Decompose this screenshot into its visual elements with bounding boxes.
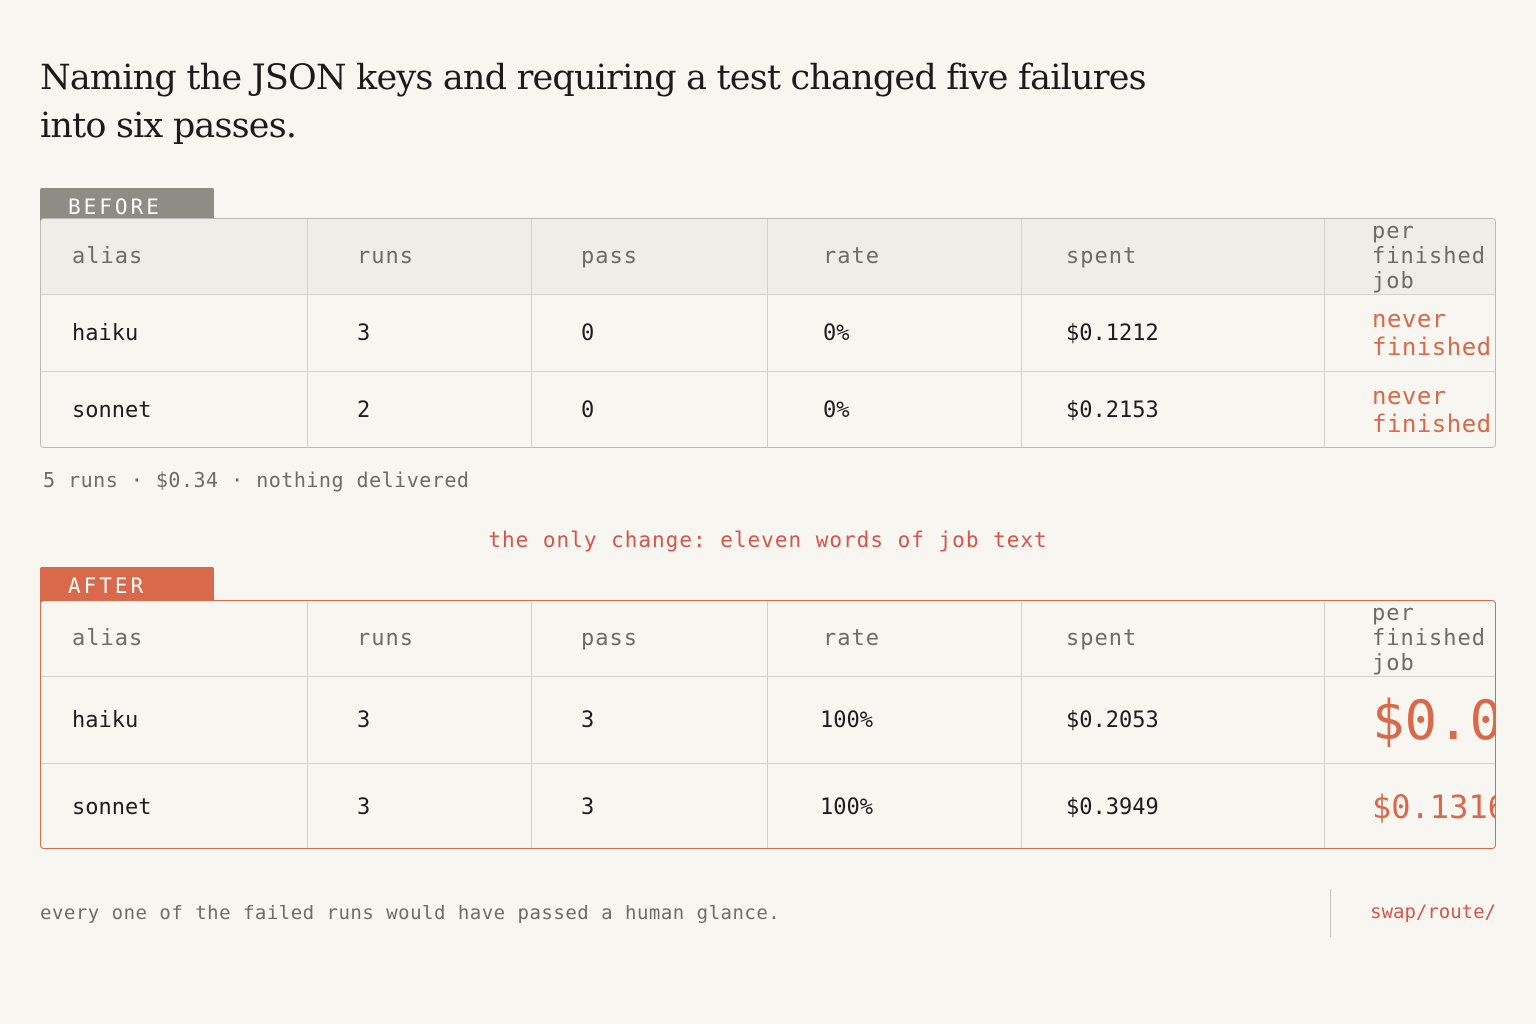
before-header-row: alias runs pass rate spent per finished … xyxy=(41,219,1495,295)
cell-runs: 2 xyxy=(307,371,532,447)
col-header-pass: pass xyxy=(531,219,768,295)
cell-pass: 3 xyxy=(531,676,768,764)
col-header-runs: runs xyxy=(307,601,532,677)
cell-alias: haiku xyxy=(41,294,308,372)
cell-per-finished-job: $0.0684 xyxy=(1324,676,1495,764)
cell-per-finished-job: $0.1316 xyxy=(1372,788,1496,827)
cell-runs: 3 xyxy=(307,676,532,764)
table-row: haiku 3 0 0% $0.1212 never finished xyxy=(41,294,1495,372)
footer-divider xyxy=(1330,889,1331,937)
cell-pass: 0 xyxy=(531,294,768,372)
cell-spent: $0.3949 xyxy=(1021,763,1325,848)
col-header-alias: alias xyxy=(41,601,308,677)
before-table: alias runs pass rate spent per finished … xyxy=(40,218,1496,448)
cell-per-finished-job: never finished xyxy=(1324,294,1495,372)
col-header-per-finished-job: per finished job xyxy=(1324,601,1495,677)
cell-runs: 3 xyxy=(307,294,532,372)
cell-alias: sonnet xyxy=(41,763,308,848)
cell-rate: 0% xyxy=(767,371,1022,447)
cell-spent: $0.2153 xyxy=(1021,371,1325,447)
col-header-spent: spent xyxy=(1021,601,1325,677)
cell-alias: haiku xyxy=(41,676,308,764)
change-note: the only change: eleven words of job tex… xyxy=(488,528,1048,552)
before-summary: 5 runs · $0.34 · nothing delivered xyxy=(43,468,470,492)
col-header-pass: pass xyxy=(531,601,768,677)
after-tag: AFTER xyxy=(40,567,214,603)
footer-note: every one of the failed runs would have … xyxy=(40,902,781,924)
after-data-table: alias runs pass rate spent per finished … xyxy=(41,601,1496,848)
col-header-alias: alias xyxy=(41,219,308,295)
cell-spent: $0.1212 xyxy=(1021,294,1325,372)
col-header-per-finished-job: per finished job xyxy=(1324,219,1495,295)
col-header-rate: rate xyxy=(767,219,1022,295)
cell-rate: 100% xyxy=(767,676,1022,764)
before-data-table: alias runs pass rate spent per finished … xyxy=(41,219,1495,447)
cell-pass: 3 xyxy=(531,763,768,848)
brand-label: swap/route/ xyxy=(1370,901,1496,923)
after-header-row: alias runs pass rate spent per finished … xyxy=(41,601,1495,677)
cell-runs: 3 xyxy=(307,763,532,848)
table-row: sonnet 2 0 0% $0.2153 never finished xyxy=(41,371,1495,447)
cell-rate: 100% xyxy=(767,763,1022,848)
table-row: sonnet 3 3 100% $0.3949 $0.1316 xyxy=(41,763,1496,848)
col-header-spent: spent xyxy=(1021,219,1325,295)
headline: Naming the JSON keys and requiring a tes… xyxy=(40,58,1147,146)
col-header-rate: rate xyxy=(767,601,1022,677)
cell-alias: sonnet xyxy=(41,371,308,447)
cell-spent: $0.2053 xyxy=(1021,676,1325,764)
col-header-runs: runs xyxy=(307,219,532,295)
table-row: haiku 3 3 100% $0.2053 $0.0684 xyxy=(41,676,1495,764)
cell-pass: 0 xyxy=(531,371,768,447)
after-table: alias runs pass rate spent per finished … xyxy=(40,600,1496,849)
cell-rate: 0% xyxy=(767,294,1022,372)
cell-per-finished-job: never finished xyxy=(1372,382,1492,439)
